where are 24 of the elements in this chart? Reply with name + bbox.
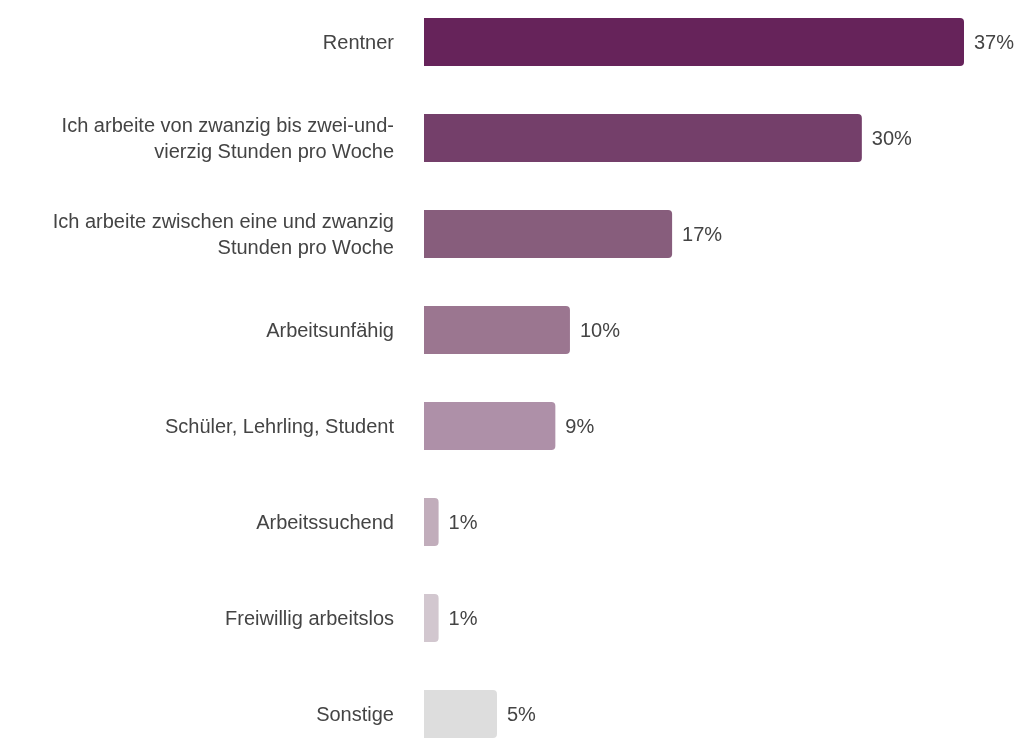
y-tick-label: Arbeitsunfähig [266,318,394,341]
y-tick-label: Arbeitssuchend [256,511,394,534]
data-label: 17% [682,222,723,245]
bar [424,402,556,451]
data-label: 10% [579,318,621,341]
bar [424,594,439,643]
bar [424,690,497,739]
bar [424,17,964,66]
bar [424,305,570,354]
data-label: 9% [565,415,595,438]
y-tick-label: Ich arbeite zwischen eine und zwanzig Stunden pro Woche [52,209,394,258]
data-label: 1% [448,511,478,534]
data-label: 5% [506,703,537,726]
data-label: 37% [974,30,1015,53]
bar [424,209,673,258]
y-tick-label: Freiwillig arbeitslos [225,607,394,630]
y-tick-label: Ich arbeite von zwanzig bis zwei-und-vierzig Stunden pro Woche [61,113,394,162]
data-label: 30% [871,126,913,149]
y-tick-label: Schüler, Lehrling, Student [164,415,395,438]
y-tick-label: Sonstige [316,703,394,726]
data-label: 1% [448,607,478,630]
y-tick-label: Rentner [322,30,395,53]
bar [424,498,439,547]
bar [424,113,862,162]
